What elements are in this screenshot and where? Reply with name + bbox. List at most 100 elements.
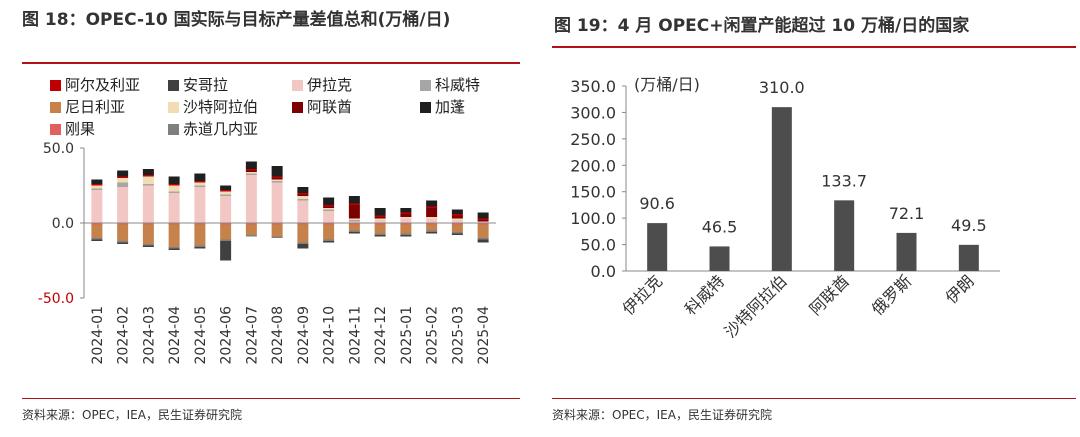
- bar-segment: [297, 200, 309, 223]
- bar-segment: [168, 223, 180, 225]
- bar-segment: [323, 239, 335, 241]
- legend-label: 加蓬: [435, 98, 466, 116]
- bar-segment: [91, 179, 103, 184]
- right-y-tick-label: 0.0: [591, 262, 616, 281]
- bar-segment: [194, 185, 206, 187]
- left-x-tick-label: 2024-08: [270, 306, 286, 365]
- bar-segment: [194, 223, 206, 225]
- bar-value-label: 90.6: [639, 194, 675, 213]
- bar-segment: [323, 241, 335, 243]
- bar-value-label: 49.5: [951, 216, 987, 235]
- bar-segment: [477, 212, 489, 219]
- bar-segment: [400, 217, 412, 219]
- bar-segment: [400, 208, 412, 213]
- bar-value-label: 46.5: [702, 217, 738, 236]
- bar-segment: [245, 170, 257, 172]
- right-chart-plot: 0.0 50.0 100.0 150.0 200.0 250.0 300.0 350.0 (万桶…: [570, 75, 1000, 341]
- bar-segment: [117, 178, 129, 183]
- bar-segment: [400, 235, 412, 237]
- bar-segment: [477, 224, 489, 238]
- legend-label: 阿尔及利亚: [65, 76, 141, 94]
- legend-swatch: [292, 80, 303, 91]
- right-y-tick-label: 150.0: [570, 183, 616, 202]
- bar-segment: [297, 244, 309, 249]
- legend-item-1: 阿尔及利亚: [50, 75, 140, 95]
- right-y-unit-label: (万桶/日): [634, 75, 700, 94]
- bar-segment: [245, 223, 257, 225]
- right-chart-source: 资料来源：OPEC，IEA，民生证券研究院: [552, 408, 772, 422]
- bar-segment: [220, 239, 232, 241]
- left-chart-plot: 50.0 0.0 -50.0 2024-01 2024-02 2024-03 2024-04…: [38, 141, 496, 365]
- bar-segment: [374, 220, 386, 223]
- legend-label: 安哥拉: [183, 76, 229, 94]
- bar-segment: [220, 191, 232, 195]
- right-x-tick-label: 伊朗: [942, 271, 978, 307]
- left-x-tick-label: 2025-02: [425, 306, 441, 365]
- left-x-tick-label: 2024-01: [90, 306, 106, 365]
- legend-item-8: 加蓬: [420, 97, 465, 117]
- left-x-tick-label: 2024-07: [244, 306, 260, 365]
- bar-segment: [477, 223, 489, 225]
- bar-segment: [194, 187, 206, 223]
- right-y-tick-label: 100.0: [570, 209, 616, 228]
- bar: [771, 107, 792, 272]
- bar-segment: [142, 184, 154, 186]
- bar-segment: [168, 224, 180, 247]
- bar-segment: [297, 223, 309, 225]
- bar-segment: [91, 188, 103, 190]
- bar-segment: [400, 233, 412, 235]
- bar-segment: [220, 241, 232, 261]
- bar-segment: [348, 218, 360, 220]
- bar-segment: [451, 215, 463, 219]
- bar-segment: [117, 242, 129, 244]
- legend-swatch: [292, 102, 303, 113]
- bar-segment: [194, 182, 206, 186]
- bar-segment: [348, 203, 360, 205]
- left-x-tick-label: 2024-06: [219, 306, 235, 365]
- bar-segment: [245, 235, 257, 237]
- left-chart-source: 资料来源：OPEC，IEA，民生证券研究院: [22, 408, 242, 422]
- bar-segment: [194, 181, 206, 183]
- bar-segment: [91, 223, 103, 225]
- bar-segment: [220, 196, 232, 223]
- legend-swatch: [50, 102, 61, 113]
- legend-item-5: 尼日利亚: [50, 97, 125, 117]
- legend-label: 科威特: [435, 76, 481, 94]
- bar-segment: [117, 241, 129, 243]
- legend-item-2: 安哥拉: [168, 75, 228, 95]
- legend-swatch: [50, 124, 61, 135]
- bar-segment: [374, 233, 386, 235]
- bar: [647, 223, 668, 271]
- bar-segment: [168, 176, 180, 184]
- bar-segment: [220, 223, 232, 225]
- bar-segment: [374, 217, 386, 219]
- bar-segment: [271, 236, 283, 238]
- bar-segment: [451, 218, 463, 220]
- bar-segment: [297, 187, 309, 193]
- legend-swatch: [420, 80, 431, 91]
- left-chart-title: 图 18：OPEC-10 国实际与目标产量差值总和(万桶/日): [22, 10, 451, 30]
- left-y-tick-label: 50.0: [43, 141, 74, 157]
- bar-segment: [142, 185, 154, 223]
- bar-segment: [245, 224, 257, 235]
- bar-segment: [451, 209, 463, 214]
- left-x-tick-label: 2024-03: [141, 306, 157, 365]
- legend-label: 尼日利亚: [65, 98, 126, 116]
- bar-segment: [297, 242, 309, 244]
- bar-segment: [245, 172, 257, 174]
- bar-segment: [323, 209, 335, 211]
- bar-segment: [400, 214, 412, 217]
- bar: [896, 232, 917, 271]
- left-source-rule: [22, 398, 520, 399]
- bar-segment: [168, 193, 180, 223]
- bar-segment: [91, 184, 103, 186]
- bar-segment: [245, 175, 257, 223]
- left-y-tick-label: -50.0: [38, 291, 74, 307]
- bar-segment: [348, 223, 360, 225]
- bar-segment: [168, 248, 180, 250]
- bar-segment: [477, 238, 489, 240]
- legend-label: 赤道几内亚: [183, 120, 259, 138]
- bar-segment: [117, 182, 129, 187]
- bar-segment: [297, 193, 309, 195]
- legend-label: 阿联酋: [307, 98, 353, 116]
